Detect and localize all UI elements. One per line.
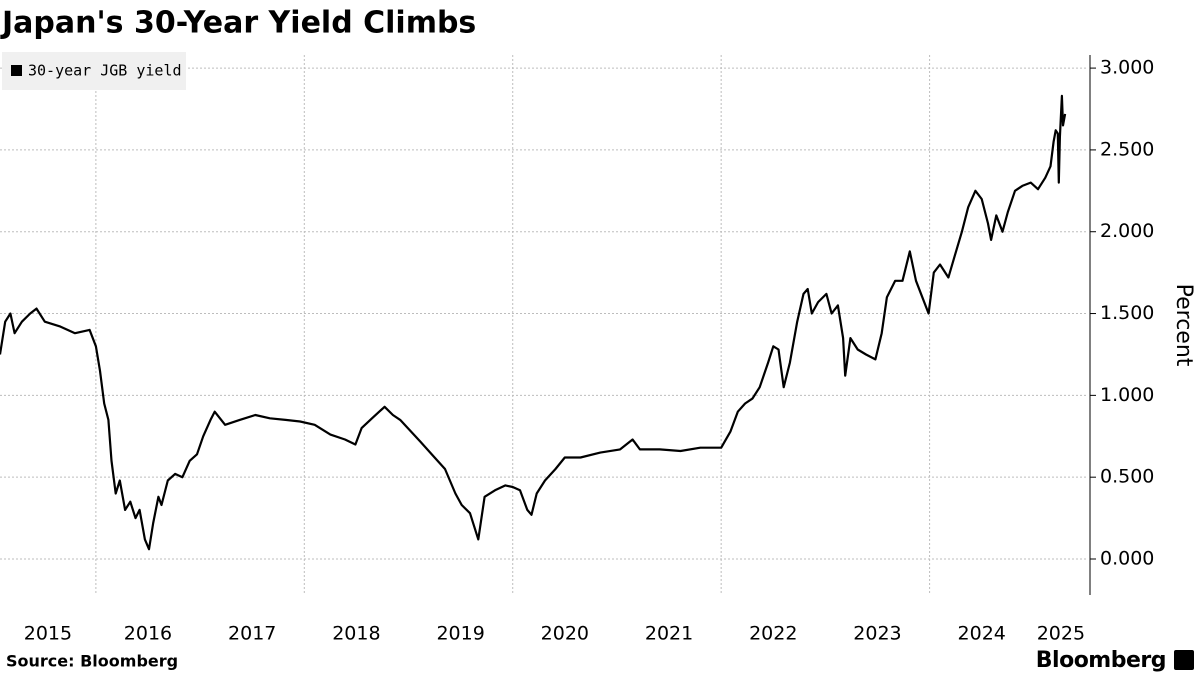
y-tick-label: 0.500 xyxy=(1100,466,1154,488)
legend-swatch xyxy=(11,65,22,76)
y-tick-label: 2.000 xyxy=(1100,220,1154,242)
brand: Bloomberg xyxy=(1036,648,1166,673)
x-tick-label: 2018 xyxy=(332,623,380,645)
y-tick-label: 3.000 xyxy=(1100,57,1154,79)
x-tick-label: 2020 xyxy=(541,623,589,645)
x-tick-label: 2023 xyxy=(853,623,901,645)
x-tick-label: 2015 xyxy=(24,623,72,645)
x-tick-label: 2017 xyxy=(228,623,276,645)
source: Source: Bloomberg xyxy=(6,652,178,671)
brand-icon xyxy=(1174,650,1194,670)
x-tick-label: 2016 xyxy=(124,623,172,645)
x-tick-label: 2025 xyxy=(1037,623,1085,645)
x-tick-label: 2022 xyxy=(749,623,797,645)
chart-title: Japan's 30-Year Yield Climbs xyxy=(0,6,476,41)
y-tick-label: 1.000 xyxy=(1100,384,1154,406)
legend-box xyxy=(2,52,186,90)
y-axis-label: Percent xyxy=(1171,284,1196,367)
legend-label: 30-year JGB yield xyxy=(28,62,182,80)
y-tick-label: 1.500 xyxy=(1100,302,1154,324)
y-tick-label: 2.500 xyxy=(1100,138,1154,160)
x-tick-label: 2024 xyxy=(958,623,1006,645)
y-tick-label: 0.000 xyxy=(1100,548,1154,570)
line xyxy=(0,94,1067,551)
x-tick-label: 2021 xyxy=(645,623,693,645)
x-tick-label: 2019 xyxy=(436,623,484,645)
